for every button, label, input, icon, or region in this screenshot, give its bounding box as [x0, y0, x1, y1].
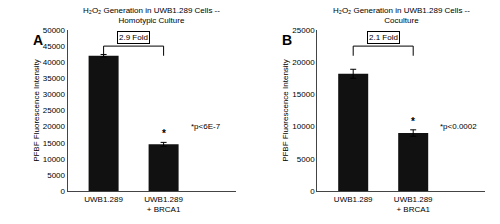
svg-text:UWB1.289: UWB1.289	[84, 195, 123, 204]
svg-text:10000: 10000	[43, 155, 66, 164]
svg-text:*p<0.0002: *p<0.0002	[440, 122, 477, 131]
svg-text:UWB1.289: UWB1.289	[334, 195, 373, 204]
svg-text:45000: 45000	[43, 42, 66, 51]
svg-text:5000: 5000	[47, 171, 65, 180]
svg-text:40000: 40000	[43, 58, 66, 67]
svg-text:10000: 10000	[292, 122, 315, 131]
svg-text:UWB1.289+ BRCA1: UWB1.289+ BRCA1	[144, 195, 183, 214]
svg-text:UWB1.289+ BRCA1: UWB1.289+ BRCA1	[394, 195, 433, 214]
svg-text:20000: 20000	[43, 122, 66, 131]
svg-text:15000: 15000	[292, 90, 315, 99]
svg-text:25000: 25000	[292, 26, 315, 35]
svg-text:H₂O₂ Generation in UWB1.289 Ce: H₂O₂ Generation in UWB1.289 Cells --Homo…	[83, 6, 220, 25]
svg-text:0: 0	[61, 187, 66, 196]
svg-text:*: *	[411, 116, 415, 127]
svg-text:30000: 30000	[43, 90, 66, 99]
svg-text:25000: 25000	[43, 106, 66, 115]
svg-text:*p<6E-7: *p<6E-7	[191, 122, 221, 131]
svg-text:2.1 Fold: 2.1 Fold	[369, 33, 398, 42]
svg-text:PFBF Fluorescence Intensity: PFBF Fluorescence Intensity	[281, 59, 290, 162]
svg-text:35000: 35000	[43, 74, 66, 83]
svg-text:0: 0	[310, 187, 315, 196]
svg-text:15000: 15000	[43, 139, 66, 148]
svg-text:20000: 20000	[292, 58, 315, 67]
svg-text:B: B	[282, 32, 292, 48]
svg-text:*: *	[162, 128, 166, 139]
svg-text:5000: 5000	[297, 155, 315, 164]
svg-text:50000: 50000	[43, 26, 66, 35]
svg-text:A: A	[33, 32, 43, 48]
svg-text:H₂O₂ Generation in UWB1.289 Ce: H₂O₂ Generation in UWB1.289 Cells --Cocu…	[333, 6, 470, 25]
svg-text:2.9 Fold: 2.9 Fold	[119, 33, 148, 42]
svg-text:PFBF Fluorescence Intensity: PFBF Fluorescence Intensity	[32, 59, 41, 162]
